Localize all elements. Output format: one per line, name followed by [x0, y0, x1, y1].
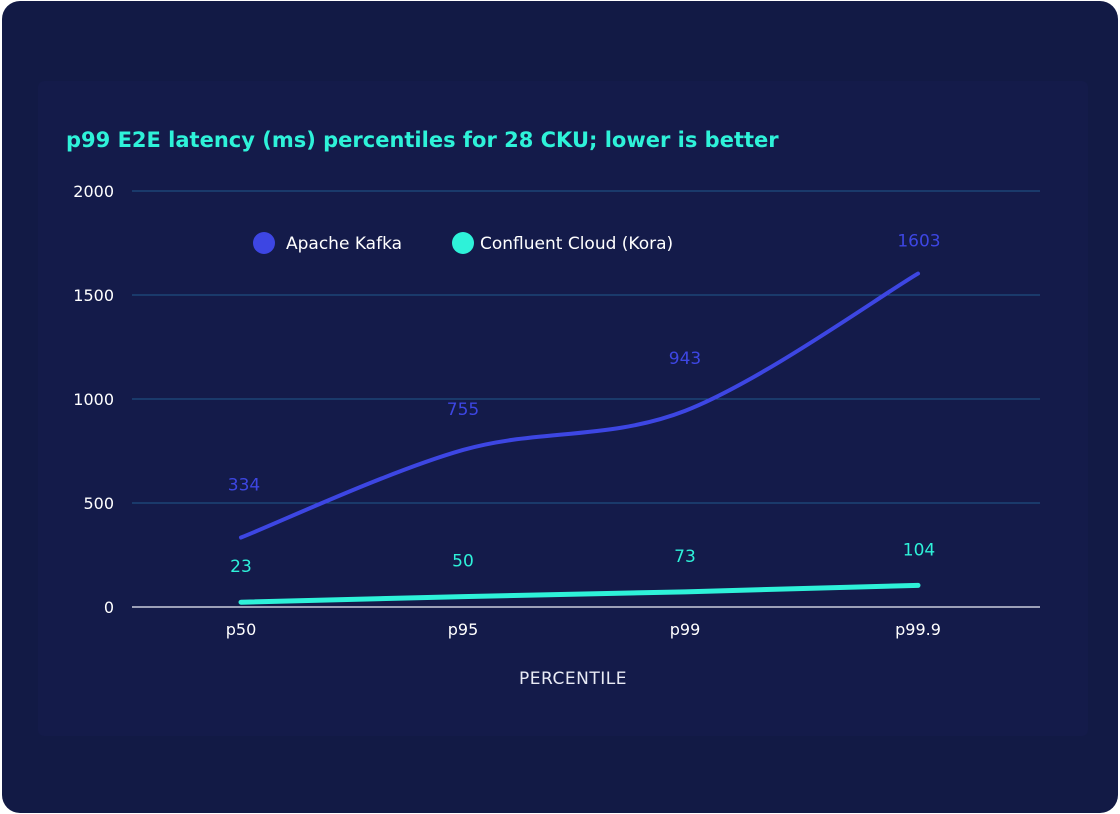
x-tick-label: p50 — [226, 620, 257, 639]
y-tick-label: 2000 — [73, 182, 114, 201]
legend-label-confluent-cloud: Confluent Cloud (Kora) — [480, 234, 673, 254]
y-tick-label: 0 — [104, 598, 114, 617]
legend-marker-confluent-cloud — [452, 232, 474, 254]
data-label: 755 — [447, 400, 479, 420]
series-line-confluent-cloud — [238, 582, 921, 605]
y-tick-label: 1000 — [73, 390, 114, 409]
data-label: 1603 — [897, 232, 940, 252]
data-label: 50 — [452, 552, 474, 572]
legend-marker-apache-kafka — [253, 232, 275, 254]
data-label: 334 — [228, 476, 260, 496]
chart-title: p99 E2E latency (ms) percentiles for 28 … — [66, 128, 779, 152]
y-axis-ticks: 0 500 1000 1500 2000 — [73, 182, 114, 617]
x-tick-label: p95 — [448, 620, 479, 639]
data-labels: 334 755 943 1603 23 50 73 104 — [228, 232, 941, 578]
data-label: 73 — [674, 547, 696, 567]
y-tick-label: 500 — [83, 494, 114, 513]
y-tick-label: 1500 — [73, 286, 114, 305]
x-axis-ticks: p50 p95 p99 p99.9 — [226, 620, 941, 639]
data-label: 23 — [230, 557, 252, 577]
legend: Apache Kafka Confluent Cloud (Kora) — [253, 232, 673, 254]
series-line-apache-kafka — [239, 271, 920, 540]
x-tick-label: p99.9 — [895, 620, 941, 639]
data-label: 104 — [903, 540, 935, 560]
chart-panel — [38, 81, 1088, 736]
legend-label-apache-kafka: Apache Kafka — [286, 234, 402, 254]
x-tick-label: p99 — [670, 620, 701, 639]
grid-lines — [132, 190, 1040, 608]
series-group — [238, 271, 921, 605]
x-axis-label: PERCENTILE — [519, 669, 627, 689]
data-label: 943 — [669, 349, 701, 369]
